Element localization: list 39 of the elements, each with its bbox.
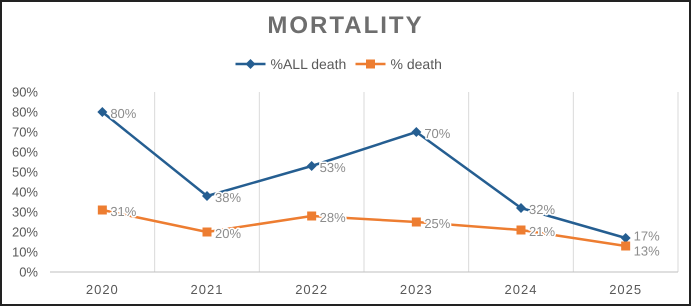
- point: [202, 191, 212, 201]
- data-label: 32%: [529, 202, 556, 217]
- data-label: 13%: [634, 244, 660, 258]
- data-label: 80%: [110, 106, 137, 121]
- point: [98, 206, 107, 214]
- x-tick-label: 2025: [609, 282, 642, 297]
- point: [97, 107, 108, 117]
- x-tick-label: 2023: [400, 282, 433, 297]
- chart-title: MORTALITY: [267, 12, 424, 39]
- x-tick-label: 2020: [86, 282, 119, 297]
- y-tick-label: 10%: [12, 244, 38, 260]
- y-tick-label: 30%: [12, 204, 38, 220]
- point: [516, 226, 526, 234]
- data-label: 17%: [634, 228, 660, 244]
- x-tick-label: 2021: [190, 282, 224, 297]
- point: [412, 218, 421, 226]
- data-label: 20%: [215, 226, 242, 241]
- point: [621, 242, 630, 250]
- data-label: 38%: [215, 190, 242, 205]
- legend-label: %ALL death: [270, 56, 346, 72]
- y-tick-label: 40%: [12, 184, 38, 200]
- point: [202, 228, 212, 236]
- y-tick-label: 80%: [12, 104, 38, 120]
- point: [306, 161, 317, 171]
- point: [620, 233, 631, 243]
- y-tick-label: 90%: [12, 84, 38, 100]
- legend-label: % death: [390, 56, 442, 72]
- x-tick-label: 2022: [295, 282, 328, 297]
- point: [516, 203, 526, 213]
- y-tick-label: 0%: [19, 264, 38, 280]
- y-tick-label: 20%: [12, 224, 38, 240]
- x-tick-label: 2024: [504, 282, 538, 297]
- point: [307, 212, 316, 220]
- y-tick-label: 60%: [12, 144, 38, 160]
- data-label: 70%: [424, 126, 451, 141]
- data-label: 53%: [320, 160, 346, 175]
- y-tick-label: 70%: [12, 124, 38, 140]
- point: [411, 127, 422, 137]
- y-tick-label: 50%: [12, 164, 38, 180]
